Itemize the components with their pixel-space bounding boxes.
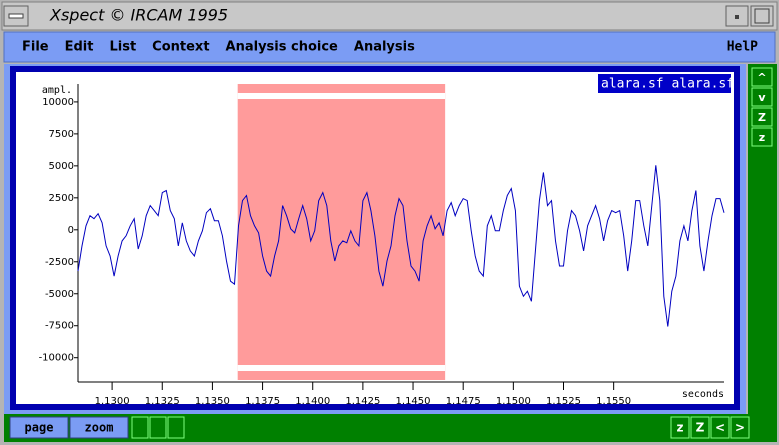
side-button[interactable] bbox=[751, 107, 773, 127]
nav-button-label: Z bbox=[696, 421, 705, 435]
waveform bbox=[77, 165, 725, 327]
selection[interactable] bbox=[237, 84, 446, 380]
side-button[interactable] bbox=[751, 127, 773, 147]
spacer-button bbox=[131, 416, 149, 439]
y-tick-label: -7500 bbox=[45, 321, 74, 332]
window-title: Xspect © IRCAM 1995 bbox=[49, 6, 228, 25]
menu-item[interactable]: File bbox=[22, 40, 49, 55]
side-button-label: z bbox=[759, 131, 765, 144]
x-tick-label: 1.1475 bbox=[446, 396, 481, 407]
sound-label: alara.sf alara.sf bbox=[601, 77, 734, 92]
nav-button[interactable] bbox=[690, 416, 710, 439]
x-axis-label: seconds bbox=[682, 389, 724, 400]
menu-item[interactable]: Context bbox=[152, 40, 209, 55]
y-tick-label: -5000 bbox=[45, 289, 74, 300]
x-tick-label: 1.1325 bbox=[145, 396, 180, 407]
nav-button-label: > bbox=[735, 421, 745, 435]
y-tick-label: 7500 bbox=[49, 129, 74, 140]
y-tick-label: 10000 bbox=[42, 97, 74, 108]
bottom-button-label: zoom bbox=[85, 421, 114, 435]
menu-item[interactable]: Analysis choice bbox=[226, 40, 339, 55]
y-tick-label: -10000 bbox=[39, 353, 74, 364]
nav-button[interactable] bbox=[710, 416, 730, 439]
x-tick-label: 1.1525 bbox=[546, 396, 581, 407]
nav-button-label: z bbox=[677, 421, 684, 435]
menu-bar bbox=[3, 31, 776, 63]
side-button[interactable] bbox=[751, 67, 773, 87]
help-menu[interactable]: HelP bbox=[727, 40, 758, 55]
minimize-icon bbox=[735, 15, 739, 19]
x-tick-label: 1.1300 bbox=[95, 396, 130, 407]
bottom-button-label: page bbox=[25, 421, 54, 435]
x-tick-label: 1.1375 bbox=[245, 396, 280, 407]
x-tick-label: 1.1400 bbox=[295, 396, 330, 407]
selection-stripe bbox=[237, 93, 446, 99]
side-button[interactable] bbox=[751, 87, 773, 107]
y-tick-label: 5000 bbox=[49, 161, 74, 172]
maximize-button[interactable] bbox=[750, 5, 774, 27]
bottom-button[interactable] bbox=[9, 416, 69, 439]
spacer-button bbox=[167, 416, 185, 439]
y-axis-label: ampl. bbox=[42, 85, 72, 96]
x-tick-label: 1.1500 bbox=[496, 396, 531, 407]
side-button-label: Z bbox=[758, 111, 766, 124]
window-menu-icon bbox=[8, 13, 24, 19]
y-tick-label: -2500 bbox=[45, 257, 74, 268]
title-bar bbox=[1, 1, 778, 31]
side-button-label: v bbox=[758, 91, 766, 104]
x-tick-label: 1.1550 bbox=[596, 396, 631, 407]
sound-label-box[interactable] bbox=[598, 74, 731, 93]
bottom-button[interactable] bbox=[69, 416, 129, 439]
selection-stripe bbox=[237, 365, 446, 371]
y-tick-label: 2500 bbox=[49, 193, 74, 204]
menu-item[interactable]: List bbox=[109, 40, 136, 55]
x-tick-label: 1.1425 bbox=[345, 396, 380, 407]
y-tick-label: 0 bbox=[68, 225, 74, 236]
spacer-button bbox=[149, 416, 167, 439]
x-tick-label: 1.1350 bbox=[195, 396, 230, 407]
x-tick-label: 1.1450 bbox=[396, 396, 431, 407]
side-button-label: ^ bbox=[757, 71, 766, 84]
nav-button[interactable] bbox=[730, 416, 750, 439]
nav-button-label: < bbox=[715, 421, 725, 435]
menu-item[interactable]: Analysis bbox=[354, 40, 415, 55]
nav-button[interactable] bbox=[670, 416, 690, 439]
menu-item[interactable]: Edit bbox=[65, 40, 94, 55]
maximize-icon bbox=[754, 8, 770, 24]
